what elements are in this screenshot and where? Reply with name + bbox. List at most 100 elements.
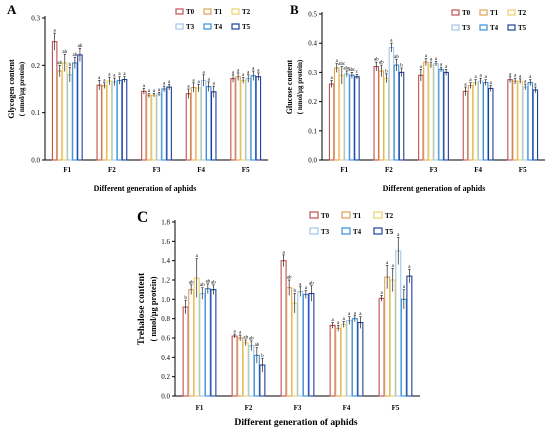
bar-c-f4-t0 (329, 324, 336, 397)
chart-panel-b: B 0.0 0.1 0.2 0.3 0.4 0.5 Glucose content( nmol… (285, 2, 545, 193)
y-tick-label-c: 1.8 (161, 219, 170, 227)
significance-letter-b: b (385, 69, 388, 74)
bar-a-f2-t2 (106, 80, 113, 161)
bar-b-f2-t5 (398, 71, 405, 161)
legend-swatch-a-t3 (175, 23, 184, 30)
significance-letter-c: a (386, 261, 389, 266)
legend-swatch-b-t2 (507, 9, 516, 16)
significance-letter-b: a (425, 54, 428, 59)
legend-swatch-c-t4 (341, 227, 351, 235)
legend-swatch-a-t4 (203, 23, 212, 30)
bar-a-f4-t3 (200, 79, 207, 161)
bar-a-f1-t2 (61, 62, 68, 161)
significance-letter-b: a (331, 76, 334, 81)
x-tick-label-c: F4 (343, 404, 351, 412)
bar-a-f1-t5 (77, 54, 83, 161)
significance-letter-c: ab (287, 276, 292, 281)
bar-b-f3-t0 (418, 74, 424, 161)
y-tick-label-c: 1.4 (161, 257, 170, 265)
legend-label-c-t0: T0 (321, 212, 330, 220)
significance-letter-a: a (163, 82, 166, 87)
y-tick-label-b: 0.1 (308, 127, 317, 135)
legend-label-a-t5: T5 (242, 23, 251, 31)
y-tick-label-c: 0.4 (161, 354, 170, 362)
bar-c-f4-t5 (357, 321, 364, 397)
x-tick-label-a: F1 (63, 166, 71, 174)
significance-letter-a: a (197, 80, 200, 85)
bar-a-f3-t5 (166, 86, 172, 161)
bar-a-f5-t0 (230, 78, 236, 161)
y-axis-title-a: Glycogen content (7, 59, 16, 119)
y-tick-label-a: 0.0 (31, 157, 40, 165)
bar-a-f4-t4 (205, 86, 212, 161)
significance-letter-b: a (440, 63, 443, 68)
legend-swatch-a-t0 (175, 8, 184, 15)
bar-a-f2-t4 (116, 79, 123, 161)
significance-letter-b: a (336, 59, 339, 64)
significance-letter-b: b (400, 64, 403, 69)
bar-a-f5-t2 (240, 79, 246, 161)
significance-letter-c: ab (189, 280, 194, 285)
significance-letter-a: a (123, 72, 126, 77)
significance-letter-b: a (514, 74, 517, 79)
bar-c-f2-t2 (242, 342, 249, 397)
bar-a-f1-t1 (56, 70, 63, 161)
bar-c-f3-t1 (286, 287, 293, 397)
bar-a-f4-t5 (210, 91, 217, 161)
y-tick-label-a: 0.2 (31, 62, 40, 70)
significance-letter-b: a (420, 65, 423, 70)
significance-letter-b: a (509, 72, 512, 77)
legend-label-a-t0: T0 (186, 8, 195, 16)
bar-c-f1-t3 (199, 292, 206, 397)
x-tick-label-b: F5 (519, 166, 527, 174)
significance-letter-b: abc (343, 66, 351, 71)
bar-a-f2-t5 (121, 78, 128, 161)
x-tick-label-c: F2 (245, 404, 253, 412)
bar-c-f5-t1 (384, 276, 391, 397)
significance-letter-a: a (247, 70, 250, 75)
bar-b-f5-t1 (512, 80, 518, 161)
legend-swatch-a-t2 (231, 8, 240, 15)
bar-a-f1-t4 (72, 62, 78, 161)
y-tick-label-b: 0.5 (308, 11, 317, 19)
significance-letter-a: ab (78, 44, 83, 49)
significance-letter-a: a (252, 67, 255, 72)
y-axis-unit-c: ( nmol/μg protein) (149, 276, 158, 341)
y-tick-label-b: 0.3 (308, 69, 317, 77)
significance-letter-c: a (331, 318, 334, 323)
bar-b-f5-t0 (507, 79, 513, 161)
legend-swatch-b-t0 (451, 9, 460, 16)
bar-c-f4-t4 (351, 318, 358, 397)
bar-c-f2-t3 (248, 345, 255, 397)
legend-label-c-t3: T3 (321, 228, 330, 236)
significance-letter-a: a (232, 70, 235, 75)
bar-a-f5-t3 (245, 78, 252, 161)
legend-label-c-t4: T4 (353, 228, 362, 236)
bar-b-f1-t5 (354, 76, 360, 161)
legend-swatch-c-t0 (309, 211, 319, 219)
bar-c-f4-t1 (335, 327, 342, 397)
bar-b-f4-t0 (462, 90, 469, 161)
significance-letter-a: a (208, 77, 211, 82)
bar-a-f2-t1 (101, 85, 108, 161)
legend-b: T0 T1 T2 T3 T4 T5 (451, 9, 527, 32)
legend-label-b-t2: T2 (518, 9, 527, 17)
significance-letter-b: abc (338, 62, 346, 67)
significance-letter-b: a (529, 75, 532, 80)
legend-swatch-b-t1 (479, 9, 488, 16)
significance-letter-a: a (168, 80, 171, 85)
significance-letter-c: b (293, 289, 296, 294)
y-tick-label-c: 1.6 (161, 238, 170, 246)
bar-b-f5-t4 (527, 82, 534, 161)
significance-letter-a: a (158, 88, 161, 93)
significance-letter-c: a (337, 321, 340, 326)
bar-a-f5-t1 (235, 76, 241, 161)
bar-c-f1-t5 (210, 289, 217, 397)
x-tick-label-a: F4 (197, 166, 205, 174)
x-tick-label-b: F3 (430, 166, 438, 174)
significance-letter-c: ab (249, 336, 254, 341)
bar-a-f4-t1 (190, 87, 197, 161)
significance-letter-c: a (354, 311, 357, 316)
significance-letter-a: a (213, 82, 216, 87)
